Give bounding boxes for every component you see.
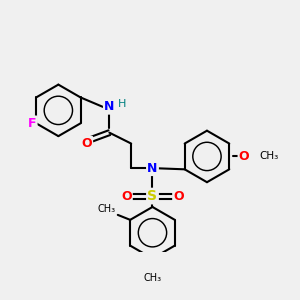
Text: S: S: [148, 189, 158, 203]
Text: CH₃: CH₃: [143, 273, 161, 283]
Text: O: O: [239, 150, 249, 163]
Text: O: O: [173, 190, 184, 202]
Text: O: O: [121, 190, 131, 202]
Text: CH₃: CH₃: [259, 152, 278, 161]
Text: N: N: [104, 100, 115, 113]
Text: CH₃: CH₃: [97, 204, 115, 214]
Text: O: O: [81, 137, 92, 150]
Text: H: H: [118, 99, 126, 109]
Text: F: F: [28, 117, 36, 130]
Text: N: N: [147, 162, 158, 175]
